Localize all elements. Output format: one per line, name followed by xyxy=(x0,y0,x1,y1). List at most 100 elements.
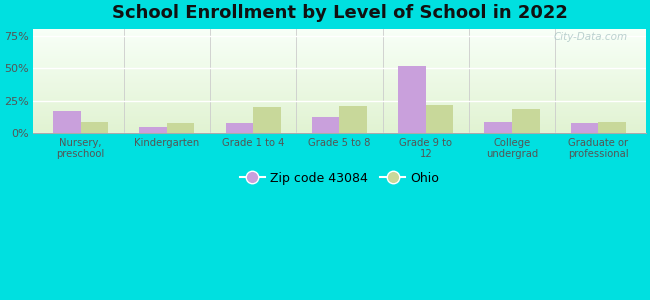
Bar xyxy=(33,100,646,101)
Bar xyxy=(33,95,646,96)
Bar xyxy=(33,109,646,110)
Bar xyxy=(33,74,646,75)
Bar xyxy=(33,30,646,31)
Bar xyxy=(571,123,599,134)
Bar xyxy=(33,55,646,56)
Bar xyxy=(33,122,646,123)
Bar xyxy=(33,92,646,93)
Bar xyxy=(33,61,646,63)
Bar xyxy=(33,96,646,97)
Bar xyxy=(139,127,167,134)
Bar xyxy=(33,121,646,122)
Bar xyxy=(33,40,646,41)
Bar xyxy=(33,41,646,42)
Bar xyxy=(33,91,646,92)
Bar xyxy=(33,71,646,72)
Bar xyxy=(253,107,281,134)
Bar xyxy=(33,97,646,98)
Bar xyxy=(33,118,646,119)
Bar xyxy=(33,105,646,106)
Bar xyxy=(33,42,646,43)
Bar xyxy=(33,89,646,90)
Bar xyxy=(33,34,646,35)
Bar xyxy=(33,117,646,118)
Bar xyxy=(33,75,646,76)
Text: City-Data.com: City-Data.com xyxy=(553,32,627,42)
Bar xyxy=(33,123,646,124)
Bar xyxy=(33,125,646,126)
Bar xyxy=(33,68,646,69)
Bar xyxy=(33,106,646,107)
Bar xyxy=(33,76,646,77)
Bar xyxy=(398,66,426,134)
Bar xyxy=(167,123,194,134)
Bar xyxy=(33,70,646,71)
Bar xyxy=(33,99,646,100)
Bar xyxy=(33,52,646,53)
Bar xyxy=(33,124,646,125)
Bar xyxy=(512,109,540,134)
Bar xyxy=(33,80,646,81)
Bar xyxy=(33,104,646,105)
Bar xyxy=(33,110,646,111)
Bar xyxy=(33,114,646,115)
Bar xyxy=(33,127,646,128)
Bar xyxy=(426,105,454,134)
Bar xyxy=(33,102,646,103)
Bar xyxy=(33,88,646,89)
Bar xyxy=(33,120,646,121)
Bar xyxy=(33,37,646,38)
Bar xyxy=(33,32,646,33)
Bar xyxy=(81,122,108,134)
Bar xyxy=(33,94,646,95)
Bar xyxy=(33,57,646,59)
Bar xyxy=(33,77,646,78)
Bar xyxy=(33,43,646,44)
Bar xyxy=(33,63,646,64)
Bar xyxy=(33,35,646,37)
Bar xyxy=(226,123,253,134)
Bar xyxy=(33,73,646,74)
Bar xyxy=(33,38,646,39)
Bar xyxy=(53,111,81,134)
Bar xyxy=(33,54,646,55)
Bar xyxy=(33,72,646,73)
Bar xyxy=(33,47,646,48)
Bar xyxy=(312,116,339,134)
Bar xyxy=(33,90,646,91)
Bar xyxy=(33,131,646,132)
Bar xyxy=(33,48,646,49)
Bar xyxy=(33,67,646,68)
Bar xyxy=(599,122,626,134)
Bar xyxy=(33,129,646,130)
Bar xyxy=(33,81,646,83)
Bar xyxy=(33,132,646,134)
Bar xyxy=(33,119,646,120)
Bar xyxy=(33,50,646,51)
Bar xyxy=(33,101,646,102)
Bar xyxy=(33,79,646,80)
Bar xyxy=(33,66,646,67)
Bar xyxy=(33,33,646,34)
Bar xyxy=(33,85,646,86)
Bar xyxy=(33,111,646,112)
Bar xyxy=(33,49,646,50)
Bar xyxy=(33,56,646,57)
Bar xyxy=(339,106,367,134)
Bar xyxy=(33,98,646,99)
Bar xyxy=(33,53,646,54)
Bar xyxy=(33,46,646,47)
Bar xyxy=(33,29,646,30)
Bar xyxy=(33,51,646,52)
Legend: Zip code 43084, Ohio: Zip code 43084, Ohio xyxy=(235,167,444,190)
Bar xyxy=(33,115,646,116)
Bar xyxy=(33,85,646,87)
Bar xyxy=(33,39,646,40)
Bar xyxy=(33,103,646,104)
Bar xyxy=(484,122,512,134)
Bar xyxy=(33,116,646,117)
Bar xyxy=(33,58,646,59)
Bar xyxy=(33,59,646,61)
Bar xyxy=(33,82,646,83)
Bar xyxy=(33,87,646,88)
